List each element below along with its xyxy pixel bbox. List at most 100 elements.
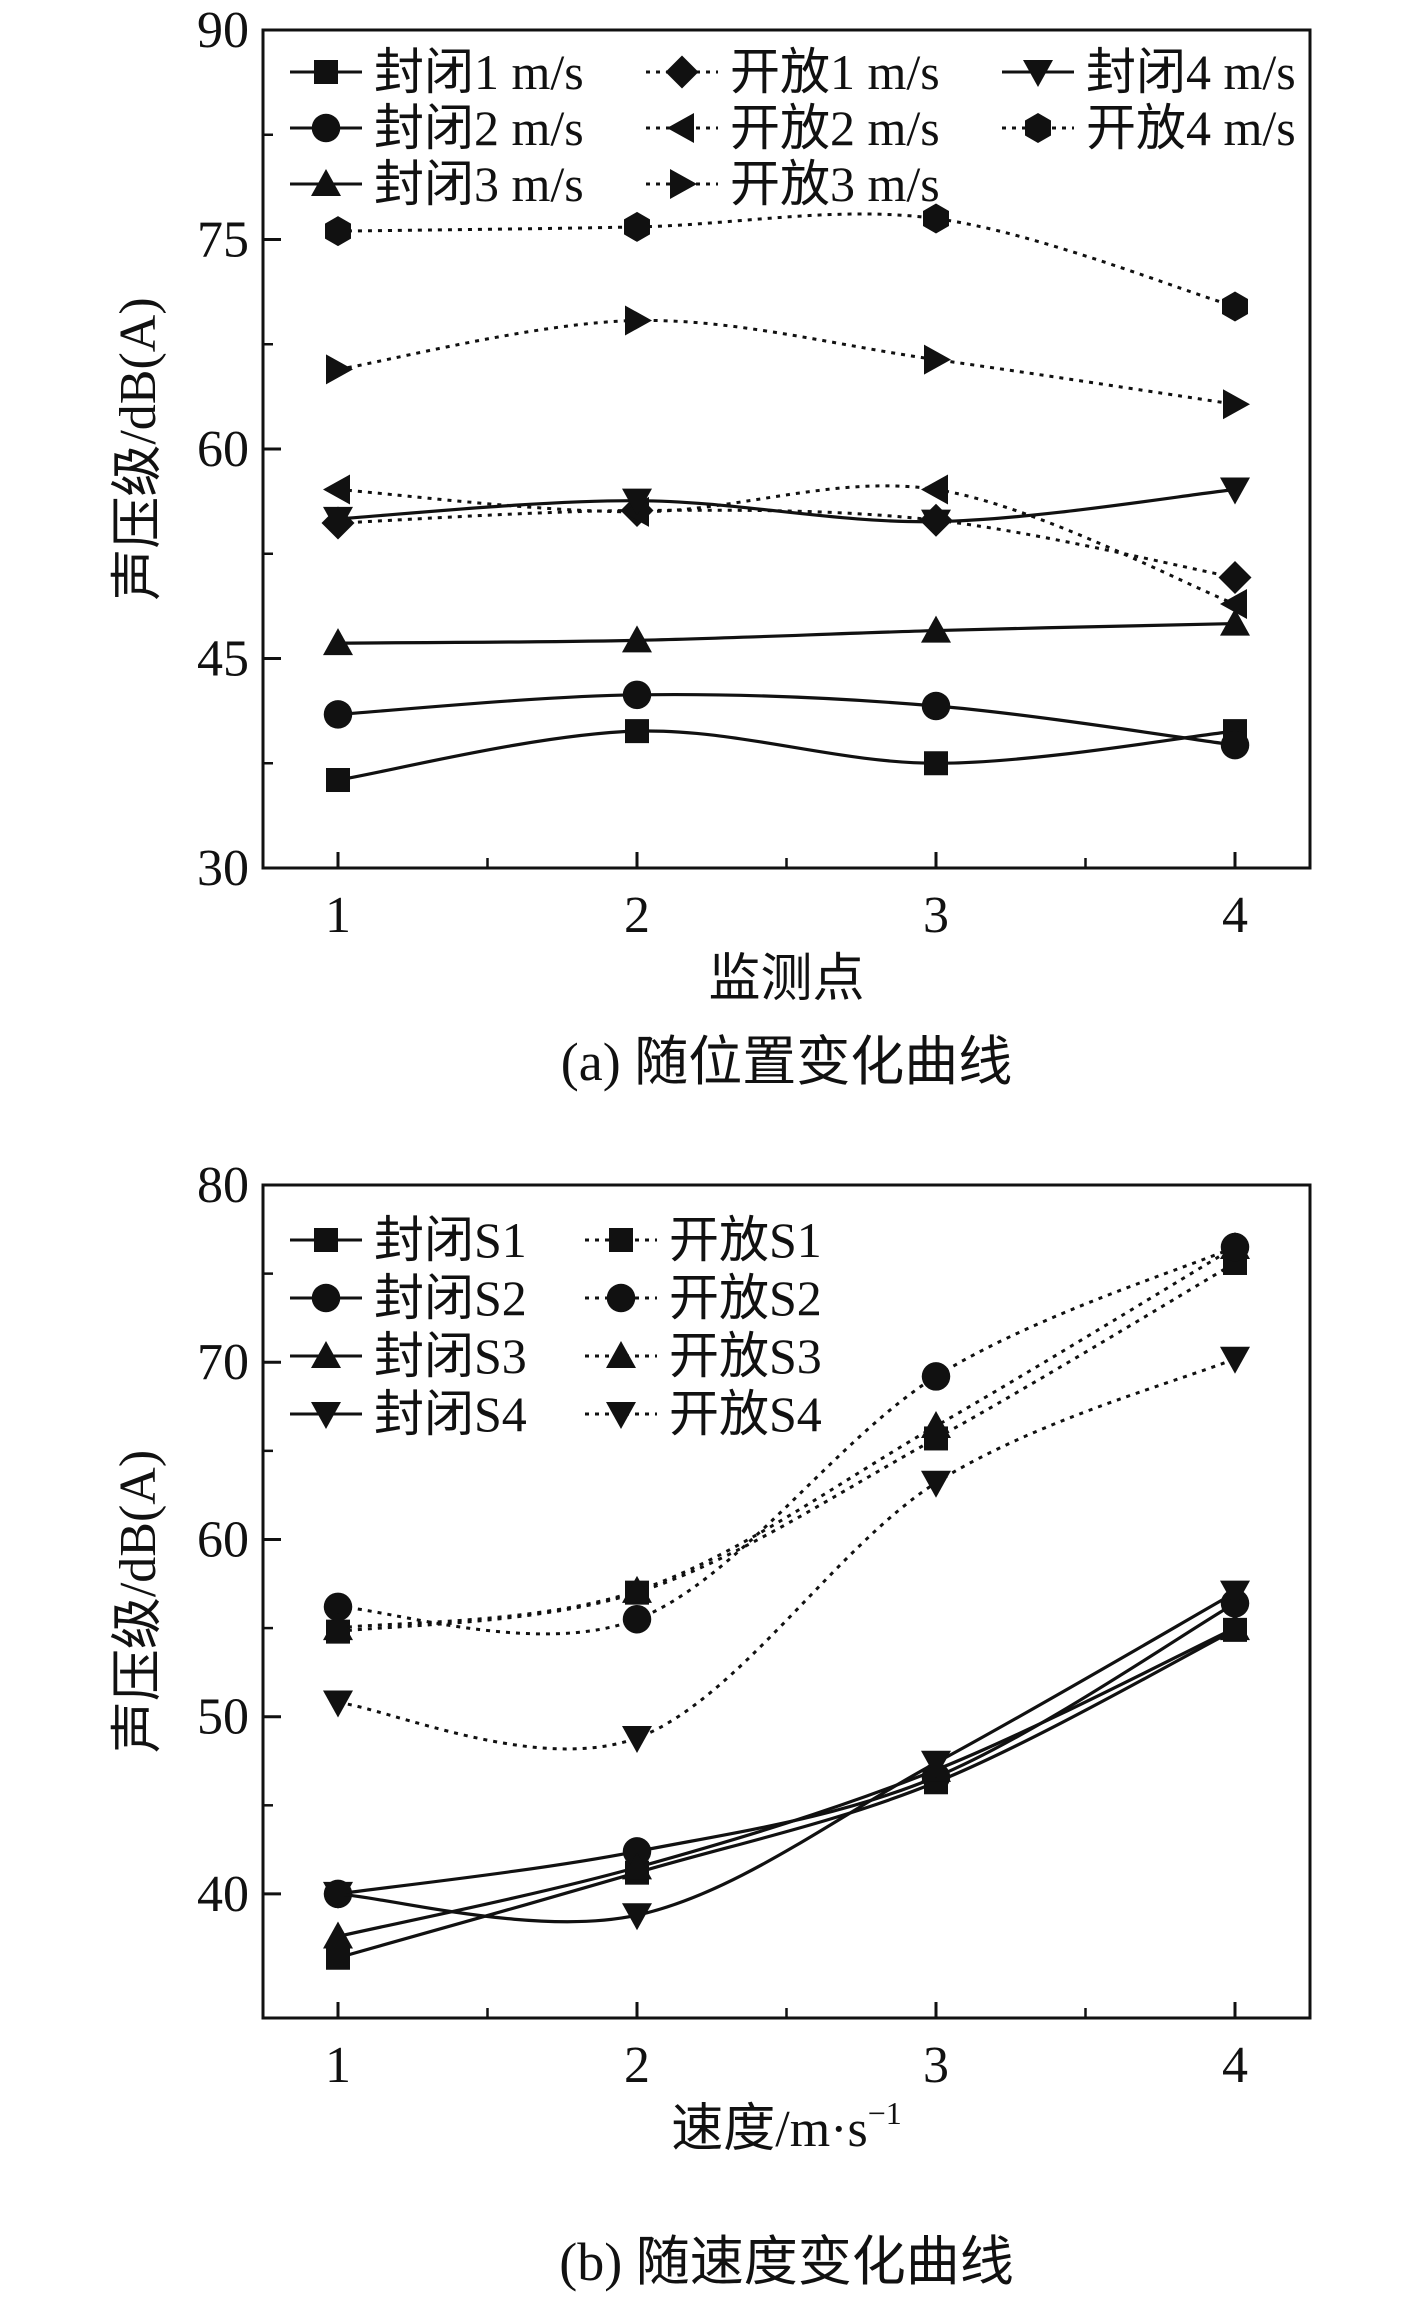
legend-label: 开放S4 (669, 1386, 822, 1442)
legend-item: 开放S2 (585, 1270, 822, 1326)
x-tick-label: 2 (624, 887, 650, 944)
x-tick-label: 3 (923, 887, 949, 944)
series-开放2 m/s (323, 474, 1247, 620)
series-开放S3 (323, 1232, 1250, 1641)
data-point (923, 203, 949, 234)
data-point (921, 1411, 951, 1439)
data-point (921, 509, 951, 537)
data-point (622, 1725, 652, 1753)
legend-item: 开放3 m/s (646, 156, 940, 212)
data-point (924, 751, 948, 776)
legend-marker (311, 1402, 341, 1429)
data-point (323, 506, 353, 534)
legend-label: 开放S2 (669, 1270, 822, 1326)
series-line (337, 508, 1236, 579)
legend-item: 封闭S3 (290, 1328, 527, 1384)
data-point (1220, 1613, 1250, 1641)
legend-label: 开放1 m/s (730, 44, 940, 100)
data-point (622, 625, 652, 653)
y-axis-title: 声压级/dB(A) (110, 297, 167, 600)
series-line (337, 1591, 1236, 1924)
data-point (625, 305, 652, 336)
x-axis-title: 监测点 (708, 951, 864, 1008)
data-point (1220, 1346, 1250, 1374)
data-point (622, 1604, 652, 1634)
legend-marker (606, 1341, 636, 1368)
data-point (624, 211, 650, 242)
series-封闭S1 (326, 1617, 1247, 1970)
series-开放S4 (323, 1346, 1250, 1753)
legend-label: 封闭4 m/s (1086, 44, 1296, 100)
legend-label: 开放3 m/s (730, 156, 940, 212)
data-point (1218, 560, 1252, 594)
legend-marker (314, 60, 338, 84)
data-point (325, 216, 351, 247)
legend-marker (311, 113, 341, 143)
series-line (337, 1357, 1236, 1751)
series-line (337, 1245, 1236, 1630)
legend-item: 封闭3 m/s (290, 156, 584, 212)
x-axis-title-text: 监测点 (708, 951, 864, 1008)
legend-item: 封闭S1 (290, 1212, 527, 1268)
y-tick-label: 60 (197, 1511, 249, 1568)
x-tick-label: 2 (624, 2037, 650, 2094)
legend-label: 封闭S2 (374, 1270, 527, 1326)
series-封闭S4 (323, 1580, 1250, 1931)
data-point (921, 691, 951, 721)
x-axis-title-text: 速度/m·s (671, 2101, 867, 2158)
series-line (337, 1245, 1236, 1636)
data-point (1220, 589, 1247, 620)
y-tick-label: 60 (197, 421, 249, 478)
legend-label: 开放S1 (669, 1212, 822, 1268)
y-tick-label: 45 (197, 631, 249, 688)
legend-item: 封闭1 m/s (290, 44, 584, 100)
data-point (326, 1945, 350, 1970)
legend-item: 开放4 m/s (1002, 100, 1296, 156)
data-point (1223, 389, 1250, 420)
y-tick-label: 50 (197, 1689, 249, 1746)
legend-label: 封闭3 m/s (374, 156, 584, 212)
series-开放4 m/s (325, 203, 1248, 322)
data-point (323, 1881, 353, 1909)
legend-marker (665, 55, 699, 89)
legend-label: 封闭1 m/s (374, 44, 584, 100)
legend-label: 封闭S3 (374, 1328, 527, 1384)
legend-item: 开放1 m/s (646, 44, 940, 100)
data-point (323, 700, 353, 729)
x-tick-label: 1 (325, 887, 351, 944)
legend-label: 开放2 m/s (730, 100, 940, 156)
legend-marker (606, 1283, 636, 1313)
data-point (622, 488, 652, 516)
data-point (1220, 1232, 1250, 1260)
data-point (622, 1837, 652, 1866)
y-tick-label: 40 (197, 1866, 249, 1923)
y-tick-label: 80 (197, 1157, 249, 1214)
data-point (1220, 1580, 1250, 1608)
y-axis-title: 声压级/dB(A) (110, 1450, 167, 1753)
data-point (625, 719, 649, 744)
legend-marker (667, 113, 694, 143)
legend-label: 封闭S4 (374, 1386, 527, 1442)
series-line (337, 621, 1236, 645)
y-tick-label: 30 (197, 840, 249, 897)
legend-marker (670, 169, 697, 199)
series-line (337, 729, 1236, 782)
series-封闭2 m/s (323, 680, 1250, 760)
series-封闭4 m/s (323, 477, 1250, 537)
legend-marker (311, 169, 341, 196)
data-point (622, 680, 652, 710)
legend-marker (606, 1402, 636, 1429)
data-point (1220, 608, 1250, 636)
legend-label: 开放S3 (669, 1328, 822, 1384)
x-axis-title: 速度/m·s−1 (671, 2095, 902, 2158)
x-tick-label: 3 (923, 2037, 949, 2094)
data-point (323, 1921, 353, 1949)
data-point (921, 474, 948, 505)
legend-item: 开放2 m/s (646, 100, 940, 156)
series-line (337, 1626, 1236, 1939)
data-point (323, 1690, 353, 1718)
series-封闭3 m/s (323, 608, 1250, 656)
legend-item: 封闭S4 (290, 1386, 527, 1442)
